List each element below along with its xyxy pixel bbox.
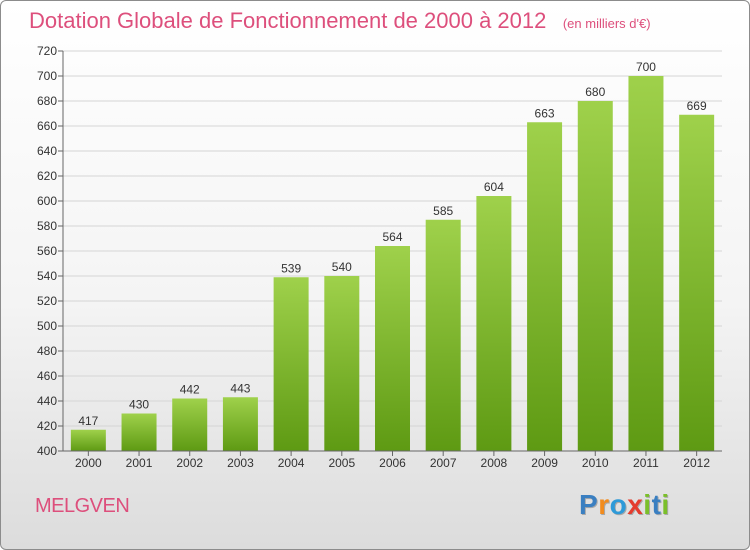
bar-value-label: 663 [535,106,555,120]
x-tick-label: 2006 [379,456,406,470]
y-tick-label: 580 [37,219,57,233]
y-tick-label: 680 [37,94,57,108]
bar [222,397,258,451]
bar [425,219,461,451]
bar [121,413,157,451]
bar [172,398,208,451]
bar [70,429,106,451]
bar-value-label: 539 [281,261,301,275]
brand-logo: Proxiti [579,489,670,521]
x-tick-label: 2009 [531,456,558,470]
bar-value-label: 604 [484,180,504,194]
bar-value-label: 680 [585,85,605,99]
y-tick-label: 520 [37,294,57,308]
x-tick-label: 2001 [126,456,153,470]
x-tick-label: 2007 [430,456,457,470]
bar-value-label: 564 [382,230,402,244]
y-tick-label: 720 [37,44,57,58]
bar [679,114,715,451]
bar [273,277,309,451]
y-tick-label: 400 [37,444,57,458]
x-tick-label: 2003 [227,456,254,470]
bar [577,101,613,451]
brand-letter: x [627,489,644,520]
bar-value-label: 443 [230,381,250,395]
y-tick-label: 560 [37,244,57,258]
bar [476,196,512,451]
x-tick-label: 2012 [683,456,710,470]
bar-value-label: 540 [332,260,352,274]
bar [628,76,664,451]
y-tick-label: 500 [37,319,57,333]
bar-value-label: 669 [687,99,707,113]
x-tick-label: 2005 [328,456,355,470]
bar-value-label: 700 [636,60,656,74]
y-tick-label: 640 [37,144,57,158]
brand-letter: t [651,489,662,520]
y-tick-label: 700 [37,69,57,83]
y-tick-label: 440 [37,394,57,408]
bar-layer: 417 430 442 443 539 540 564 585 604 663 680 700 669 [70,60,715,451]
y-tick-label: 660 [37,119,57,133]
x-tick-label: 2002 [176,456,203,470]
x-tick-label: 2000 [75,456,102,470]
bar-value-label: 417 [78,414,98,428]
chart-subtitle: (en milliers d'€) [562,16,651,31]
axis-layer: 400 420 440 460 480 500 520 540 560 580 600 620 640 6… [37,44,722,470]
brand-letter: P [579,489,599,520]
brand-letter: o [609,489,628,520]
chart-title: Dotation Globale de Fonctionnement de 20… [29,8,547,33]
brand-letter: i [643,489,652,520]
bar [527,122,563,451]
brand-letter: i [661,489,670,520]
x-tick-label: 2008 [481,456,508,470]
commune-name: MELGVEN [35,495,130,517]
y-tick-label: 420 [37,419,57,433]
bar-value-label: 442 [180,383,200,397]
y-tick-label: 460 [37,369,57,383]
bar-value-label: 585 [433,204,453,218]
x-tick-label: 2011 [633,456,659,470]
y-tick-label: 600 [37,194,57,208]
y-tick-label: 540 [37,269,57,283]
y-tick-label: 620 [37,169,57,183]
y-tick-label: 480 [37,344,57,358]
x-tick-label: 2010 [582,456,609,470]
bar-value-label: 430 [129,398,149,412]
x-tick-label: 2004 [278,456,305,470]
bar [375,246,410,451]
title-row: Dotation Globale de Fonctionnement de 20… [29,8,651,34]
bar [324,276,360,451]
brand-letter: r [598,489,610,520]
